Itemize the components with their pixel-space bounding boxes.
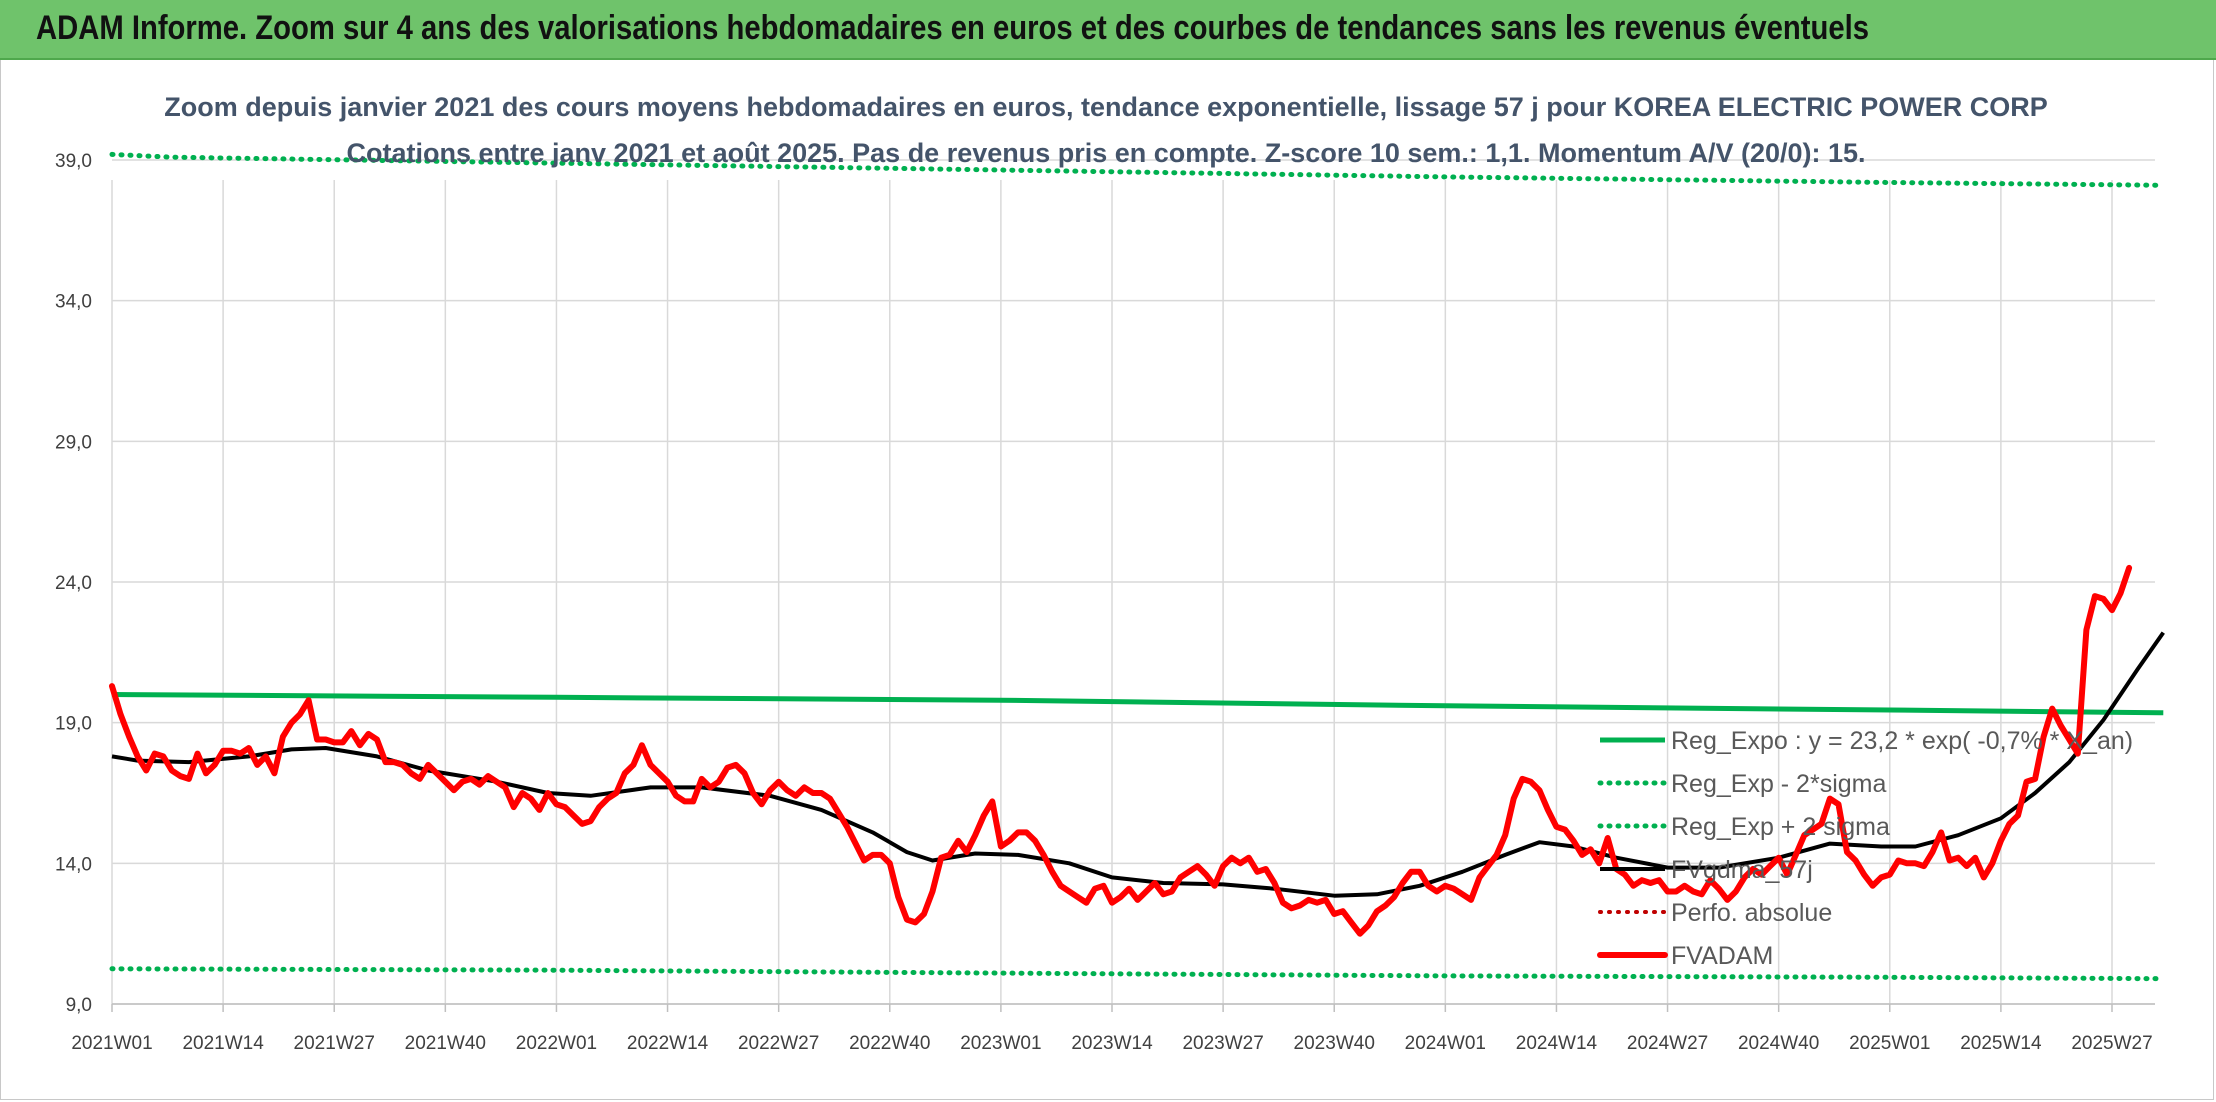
- series-line-fvgdma-57j: [111, 631, 2165, 898]
- y-tick-label: 29,0: [55, 432, 92, 453]
- chart-title: Zoom depuis janvier 2021 des cours moyen…: [164, 92, 2048, 122]
- x-tick-label: 2024W27: [1627, 1033, 1708, 1054]
- x-tick-label: 2023W14: [1071, 1033, 1153, 1054]
- series-line-fvadam: [109, 564, 2133, 937]
- x-tick-label: 2022W01: [516, 1033, 597, 1054]
- x-tick-label: 2021W40: [405, 1033, 486, 1054]
- x-tick-label: 2023W40: [1294, 1033, 1375, 1054]
- x-tick-label: 2023W01: [960, 1033, 1041, 1054]
- chart-frame: [0, 60, 2214, 1100]
- banner-title: ADAM Informe. Zoom sur 4 ans des valoris…: [36, 9, 1869, 47]
- series-line-reg-expo-y-23-2-exp-0-7-x-an: [111, 692, 2164, 716]
- x-tick-label: 2023W27: [1182, 1033, 1263, 1054]
- x-tick-label: 2024W01: [1405, 1033, 1486, 1054]
- x-tick-label: 2021W27: [294, 1033, 375, 1054]
- chart-subtitle: Cotations entre janv 2021 et août 2025. …: [346, 138, 1865, 168]
- report-banner: ADAM Informe. Zoom sur 4 ans des valoris…: [0, 0, 2216, 60]
- grid-layer: [111, 159, 2155, 1012]
- y-axis-ticks: 9,0 14,0 19,0 24,0 29,0 34,0 39,0: [55, 151, 92, 1016]
- x-tick-label: 2021W01: [71, 1033, 152, 1054]
- legend-label: FVADAM: [1671, 942, 1773, 970]
- legend-label: FVgdma_57j: [1671, 856, 1813, 884]
- x-tick-label: 2024W14: [1516, 1033, 1598, 1054]
- x-tick-label: 2025W01: [1849, 1033, 1930, 1054]
- legend-label: Perfo. absolue: [1671, 899, 1832, 927]
- y-tick-label: 34,0: [55, 292, 92, 313]
- x-tick-label: 2025W27: [2071, 1033, 2152, 1054]
- x-tick-label: 2022W27: [738, 1033, 819, 1054]
- x-tick-label: 2022W14: [627, 1033, 709, 1054]
- y-tick-label: 9,0: [66, 995, 92, 1016]
- x-tick-label: 2022W40: [849, 1033, 930, 1054]
- legend-label: Reg_Exp - 2*sigma: [1671, 770, 1886, 798]
- y-tick-label: 14,0: [55, 854, 92, 875]
- y-tick-label: 39,0: [55, 151, 92, 172]
- legend: Reg_Expo : y = 23,2 * exp( -0,7% * X_an)…: [1597, 727, 2133, 970]
- series-line-reg-exp-2-sigma: [109, 966, 2166, 982]
- legend-label: Reg_Exp + 2 sigma: [1671, 813, 1890, 841]
- x-tick-label: 2025W14: [1960, 1033, 2042, 1054]
- x-tick-label: 2024W40: [1738, 1033, 1819, 1054]
- series-layer: [109, 151, 2166, 982]
- x-tick-label: 2021W14: [182, 1033, 264, 1054]
- legend-label: Reg_Expo : y = 23,2 * exp( -0,7% * X_an): [1671, 727, 2133, 755]
- y-tick-label: 24,0: [55, 573, 92, 594]
- x-axis-ticks: 2021W01 2021W14 2021W27 2021W40 2022W01 2022W…: [71, 1033, 2152, 1054]
- y-tick-label: 19,0: [55, 714, 92, 735]
- series-line-reg-exp-2-sigma: [109, 151, 2166, 188]
